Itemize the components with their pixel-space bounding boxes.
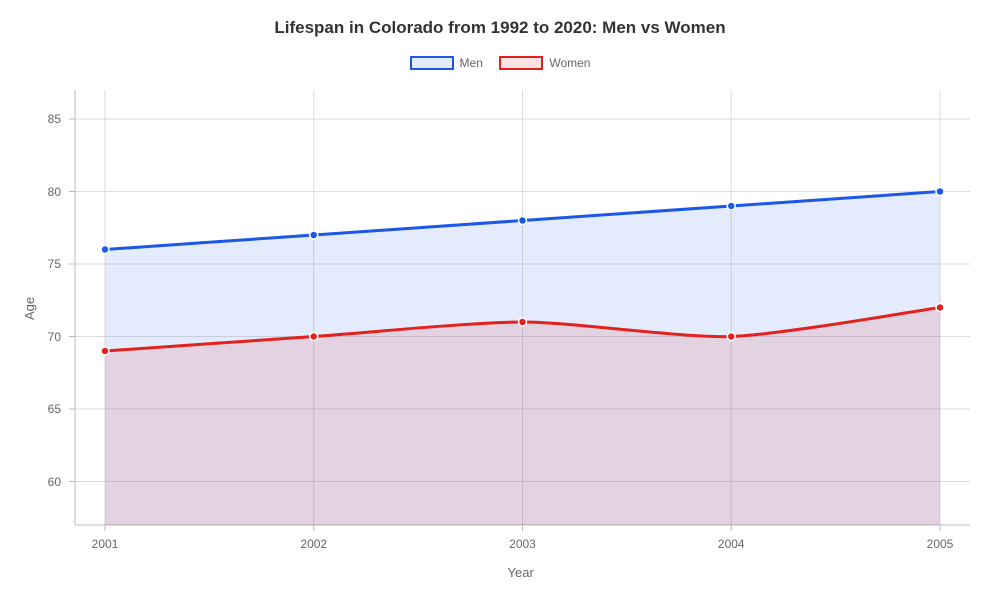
marker-women[interactable] [727,333,735,341]
legend-swatch-women [499,56,543,70]
x-axis-label: Year [508,565,534,580]
x-tick-label: 2003 [509,537,536,551]
marker-women[interactable] [936,304,944,312]
legend-swatch-men [410,56,454,70]
legend-item-women[interactable]: Women [499,56,590,70]
legend-item-men[interactable]: Men [410,56,483,70]
marker-women[interactable] [519,318,527,326]
x-tick-label: 2005 [927,537,954,551]
x-tick-label: 2001 [92,537,119,551]
chart-title: Lifespan in Colorado from 1992 to 2020: … [0,18,1000,38]
marker-men[interactable] [310,231,318,239]
x-tick-label: 2002 [300,537,327,551]
marker-women[interactable] [310,333,318,341]
chart-container: { "chart": { "type": "line-area", "title… [0,0,1000,600]
marker-women[interactable] [101,347,109,355]
plot-area [75,90,970,525]
legend-label-men: Men [460,56,483,70]
legend-label-women: Women [549,56,590,70]
x-tick-label: 2004 [718,537,745,551]
marker-men[interactable] [101,246,109,254]
marker-men[interactable] [936,188,944,196]
marker-men[interactable] [727,202,735,210]
legend: Men Women [0,56,1000,75]
marker-men[interactable] [519,217,527,225]
y-axis-label: Age [22,296,37,319]
